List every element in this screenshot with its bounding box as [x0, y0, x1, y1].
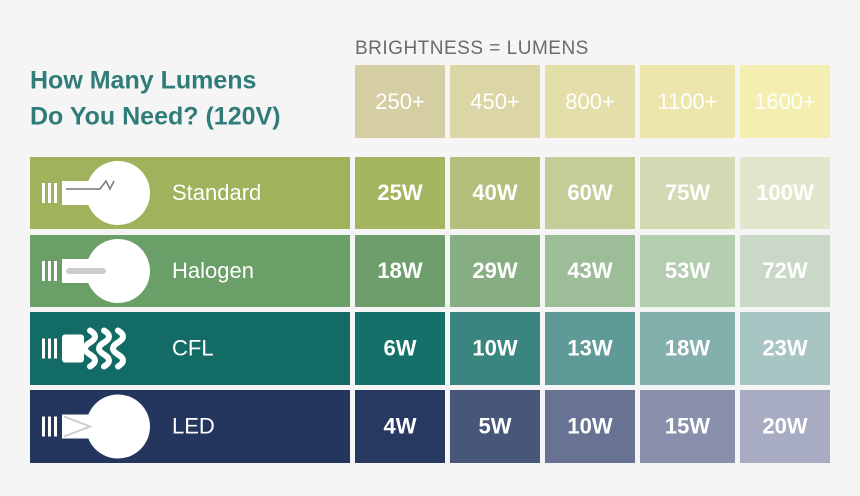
- cell-box: [545, 312, 635, 385]
- cell-box: [640, 235, 735, 307]
- cell-box: [640, 390, 735, 463]
- column-header: 1100+: [657, 89, 717, 114]
- cell-value: 60W: [567, 180, 612, 205]
- icon-stripe: [42, 338, 45, 359]
- cell-value: 75W: [665, 180, 710, 205]
- column-header: 250+: [375, 89, 425, 114]
- icon-stripe: [48, 338, 51, 359]
- cell-value: 100W: [756, 180, 814, 205]
- cell-box: [545, 235, 635, 307]
- cell-value: 53W: [665, 258, 710, 283]
- icon-spiral: [110, 327, 126, 370]
- bulb-icon: [42, 327, 126, 370]
- icon-ridge: [63, 415, 93, 438]
- column-header-box: [450, 65, 540, 138]
- column-header-box: [740, 65, 830, 138]
- icon-globe: [86, 394, 150, 459]
- cell-box: [355, 390, 445, 463]
- cell-value: 40W: [472, 180, 517, 205]
- cell-value: 13W: [567, 335, 612, 360]
- row-label: CFL: [172, 335, 214, 360]
- column-header: 450+: [470, 89, 520, 114]
- bulb-icon: [42, 161, 150, 225]
- cell-value: 18W: [665, 335, 710, 360]
- cell-box: [740, 157, 830, 229]
- cell-value: 20W: [762, 413, 807, 438]
- cell-value: 15W: [665, 413, 710, 438]
- cell-box: [355, 157, 445, 229]
- icon-stripe: [48, 261, 51, 281]
- column-header: 800+: [565, 89, 615, 114]
- cell-box: [740, 312, 830, 385]
- cell-box: [740, 390, 830, 463]
- cell-value: 4W: [384, 413, 417, 438]
- icon-stripe: [42, 416, 45, 437]
- icon-stripe: [54, 338, 57, 359]
- cell-value: 10W: [472, 335, 517, 360]
- icon-spiral: [82, 327, 98, 370]
- cell-box: [355, 312, 445, 385]
- cell-value: 6W: [384, 335, 417, 360]
- cell-box: [450, 390, 540, 463]
- icon-stripe: [42, 261, 45, 281]
- cell-value: 18W: [377, 258, 422, 283]
- column-header: 1600+: [754, 89, 816, 114]
- cell-box: [640, 157, 735, 229]
- title-line: How Many Lumens: [30, 67, 256, 95]
- title-line: Do You Need? (120V): [30, 103, 281, 131]
- column-header-box: [640, 65, 735, 138]
- icon-stripe: [42, 183, 45, 203]
- cell-box: [545, 390, 635, 463]
- bulb-icon: [42, 239, 150, 303]
- row-label: LED: [172, 413, 215, 438]
- cell-box: [640, 312, 735, 385]
- column-header-box: [355, 65, 445, 138]
- icon-globe: [86, 239, 150, 303]
- icon-filament: [66, 179, 115, 191]
- row-label: Standard: [172, 180, 261, 205]
- header-label: BRIGHTNESS = LUMENS: [355, 38, 589, 59]
- icon-base: [62, 334, 84, 363]
- cell-box: [545, 157, 635, 229]
- icon-stripe: [48, 183, 51, 203]
- icon-filament: [66, 268, 106, 274]
- cell-box: [450, 235, 540, 307]
- cell-value: 5W: [479, 413, 512, 438]
- column-header-box: [545, 65, 635, 138]
- icon-stripe: [54, 416, 57, 437]
- icon-stripe: [54, 261, 57, 281]
- icon-stripe: [54, 183, 57, 203]
- cell-value: 10W: [567, 413, 612, 438]
- cell-value: 25W: [377, 180, 422, 205]
- cell-value: 72W: [762, 258, 807, 283]
- row-label: Halogen: [172, 258, 254, 283]
- cell-value: 23W: [762, 335, 807, 360]
- bulb-icon: [42, 394, 150, 459]
- icon-spiral: [96, 327, 112, 370]
- cell-box: [740, 235, 830, 307]
- cell-box: [355, 235, 445, 307]
- icon-stripe: [48, 416, 51, 437]
- cell-box: [450, 157, 540, 229]
- cell-value: 43W: [567, 258, 612, 283]
- cell-value: 29W: [472, 258, 517, 283]
- cell-box: [450, 312, 540, 385]
- icon-globe: [86, 161, 150, 225]
